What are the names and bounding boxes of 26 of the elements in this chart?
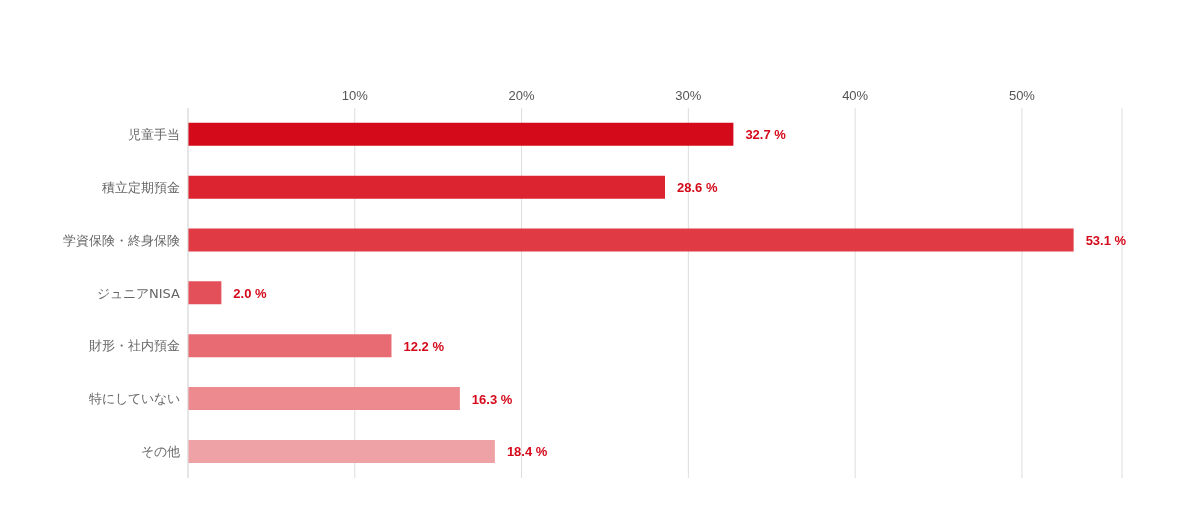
y-tick-label: 財形・社内預金 bbox=[89, 338, 180, 354]
x-tick-label: 20% bbox=[508, 88, 536, 103]
data-label: 28.6 % bbox=[677, 180, 718, 196]
x-tick-label: 30% bbox=[675, 88, 702, 103]
y-tick-label: 学資保険・終身保険 bbox=[63, 232, 180, 248]
data-label: 2.0 % bbox=[233, 285, 268, 301]
y-tick-label: 児童手当 bbox=[128, 127, 180, 143]
y-tick-label: ジュニアNISA bbox=[97, 285, 181, 301]
data-label: 16.3 % bbox=[471, 391, 513, 407]
x-tick-label: 50% bbox=[1008, 88, 1036, 103]
x-tick-label: 40% bbox=[842, 88, 869, 103]
bar bbox=[188, 228, 1074, 252]
data-label: 12.2 % bbox=[403, 338, 445, 354]
bar bbox=[188, 439, 495, 463]
bar bbox=[188, 175, 666, 199]
bar bbox=[188, 334, 392, 358]
bar bbox=[188, 387, 460, 411]
bar bbox=[188, 281, 222, 305]
bar bbox=[188, 122, 734, 146]
data-label: 53.1 % bbox=[1085, 233, 1127, 249]
y-tick-label: 特にしていない bbox=[89, 391, 180, 407]
y-tick-label: 積立定期預金 bbox=[102, 179, 180, 195]
x-tick-label: 10% bbox=[341, 88, 369, 103]
data-label: 18.4 % bbox=[506, 444, 548, 460]
data-label: 32.7 % bbox=[745, 127, 787, 143]
y-tick-label: その他 bbox=[141, 444, 180, 460]
